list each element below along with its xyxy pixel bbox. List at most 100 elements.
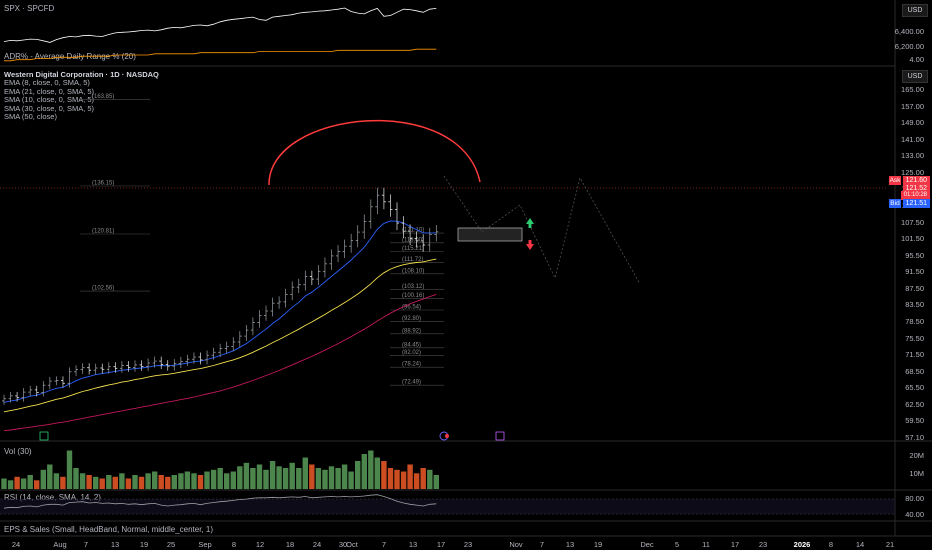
fib-label: (118.00) [402, 237, 424, 243]
volume-bar [224, 473, 230, 490]
volume-bar [191, 473, 197, 490]
fib-label: (84.45) [402, 342, 421, 348]
fib-label: (78.24) [402, 362, 421, 368]
date-tick-label: Dec [640, 540, 654, 549]
ask-price: 121.60 [902, 176, 930, 185]
price-tick-label: 68.50 [905, 366, 924, 376]
indicator-sma30[interactable]: SMA (30, close, 0, SMA, 5) [4, 103, 95, 113]
volume-bar [348, 471, 354, 489]
indicator-sma50[interactable]: SMA (50, close) [4, 112, 57, 122]
price-tick-label: 57.10 [905, 433, 924, 442]
main-legend: Western Digital Corporation · 1D · NASDA… [4, 70, 159, 122]
price-tick-label: 71.50 [905, 350, 924, 360]
volume-bar [368, 450, 374, 489]
rsi-line [3, 494, 437, 509]
rsi-pane [0, 494, 895, 515]
volume-bar [132, 475, 138, 489]
volume-bar [73, 468, 79, 489]
rsi-label[interactable]: RSI (14, close, SMA, 14, 2) [4, 493, 101, 502]
target-box[interactable] [457, 227, 523, 242]
indicator-ema21[interactable]: EMA (21, close, 0, SMA, 5) [4, 86, 95, 96]
sma50-line [3, 293, 437, 432]
vol-label[interactable]: Vol (30) [4, 447, 32, 456]
volume-bar [400, 471, 407, 489]
volume-bar [322, 469, 328, 490]
volume-bar [413, 473, 420, 490]
indicator-sma10[interactable]: SMA (10, close, 0, SMA, 5) [4, 95, 95, 105]
volume-bar [210, 469, 217, 490]
volume-bar [237, 466, 243, 490]
date-tick-label: 7 [539, 540, 545, 549]
volume-bar [296, 468, 302, 489]
ema8-line [3, 220, 437, 403]
spx-tick-label: 4.00 [909, 55, 924, 64]
price-tick-label: 133.00 [901, 151, 924, 161]
price-tick-label: 65.50 [905, 383, 924, 393]
volume-bar [34, 480, 40, 490]
volume-bar [204, 471, 210, 489]
volume-bar [66, 450, 73, 489]
fib-label: (88.92) [402, 328, 421, 334]
volume-bar [309, 464, 315, 489]
price-tick-label: 78.50 [905, 317, 924, 326]
date-tick-label: 24 [312, 540, 322, 549]
volume-bar [40, 469, 46, 490]
date-tick-label: 7 [83, 540, 89, 549]
volume-bar [119, 473, 125, 490]
currency-button-main[interactable]: USD [902, 70, 928, 83]
volume-bar [27, 475, 33, 489]
volume-bar [341, 464, 348, 489]
date-tick-label: Sep [198, 540, 212, 549]
chart-title[interactable]: Western Digital Corporation · 1D · NASDA… [4, 70, 159, 79]
date-tick-label: 17 [436, 540, 446, 549]
ask-tag: Ask [889, 176, 901, 185]
date-tick-label: Oct [346, 540, 358, 549]
date-tick-label: 23 [758, 540, 768, 549]
price-tick-label: 149.00 [901, 118, 924, 128]
date-tick-label: 30 [338, 540, 348, 549]
earnings-marker-icon[interactable] [39, 431, 49, 441]
spx-line [3, 7, 437, 43]
volume-bar [263, 469, 269, 490]
volume-bar [47, 464, 53, 489]
volume-bar [328, 466, 335, 490]
down-arrow-icon [526, 240, 534, 250]
projection-path[interactable] [443, 175, 641, 285]
volume-bar [99, 478, 105, 489]
spx-label: SPX · SPCFD [4, 4, 55, 13]
bid-price: 121.51 [902, 199, 930, 208]
volume-bar [106, 475, 112, 489]
volume-bar [20, 478, 27, 489]
volume-bars [1, 450, 439, 490]
volume-bar [355, 461, 361, 489]
split-marker-icon[interactable] [445, 434, 449, 438]
indicator-ema8[interactable]: EMA (8, close, 0, SMA, 5) [4, 78, 90, 88]
price-tick-label: 141.00 [901, 134, 924, 144]
date-tick-label: 8 [828, 540, 834, 549]
price-tick-label: 165.00 [901, 85, 924, 94]
volume-bar [427, 469, 433, 490]
price-tick-label: 59.50 [905, 416, 924, 426]
volume-bar [381, 461, 387, 489]
fib-label: (121.10) [402, 228, 424, 234]
fib-label: (108.10) [402, 268, 424, 274]
price-tick-label: 87.50 [905, 283, 924, 293]
volume-bar [79, 473, 86, 490]
spx-tick-label: 6,200.00 [894, 42, 924, 51]
fib-label: (96.54) [402, 305, 421, 311]
price-tick-label: 125.00 [901, 167, 924, 177]
volume-bar [394, 469, 400, 490]
event-e-marker-icon[interactable] [495, 431, 505, 441]
volume-bar [7, 480, 14, 490]
rounded-top-arc[interactable] [268, 119, 481, 186]
volume-bar [374, 457, 380, 489]
currency-button-top[interactable]: USD [902, 4, 928, 17]
eps-label[interactable]: EPS & Sales (Small, HeadBand, Normal, mi… [4, 525, 213, 534]
fib-label: (82.02) [402, 350, 421, 356]
volume-bar [165, 476, 171, 490]
volume-bar [387, 468, 394, 489]
date-tick-label: 21 [885, 540, 895, 549]
fib-label: (100.16) [402, 293, 424, 299]
date-tick-label: 13 [565, 540, 575, 549]
